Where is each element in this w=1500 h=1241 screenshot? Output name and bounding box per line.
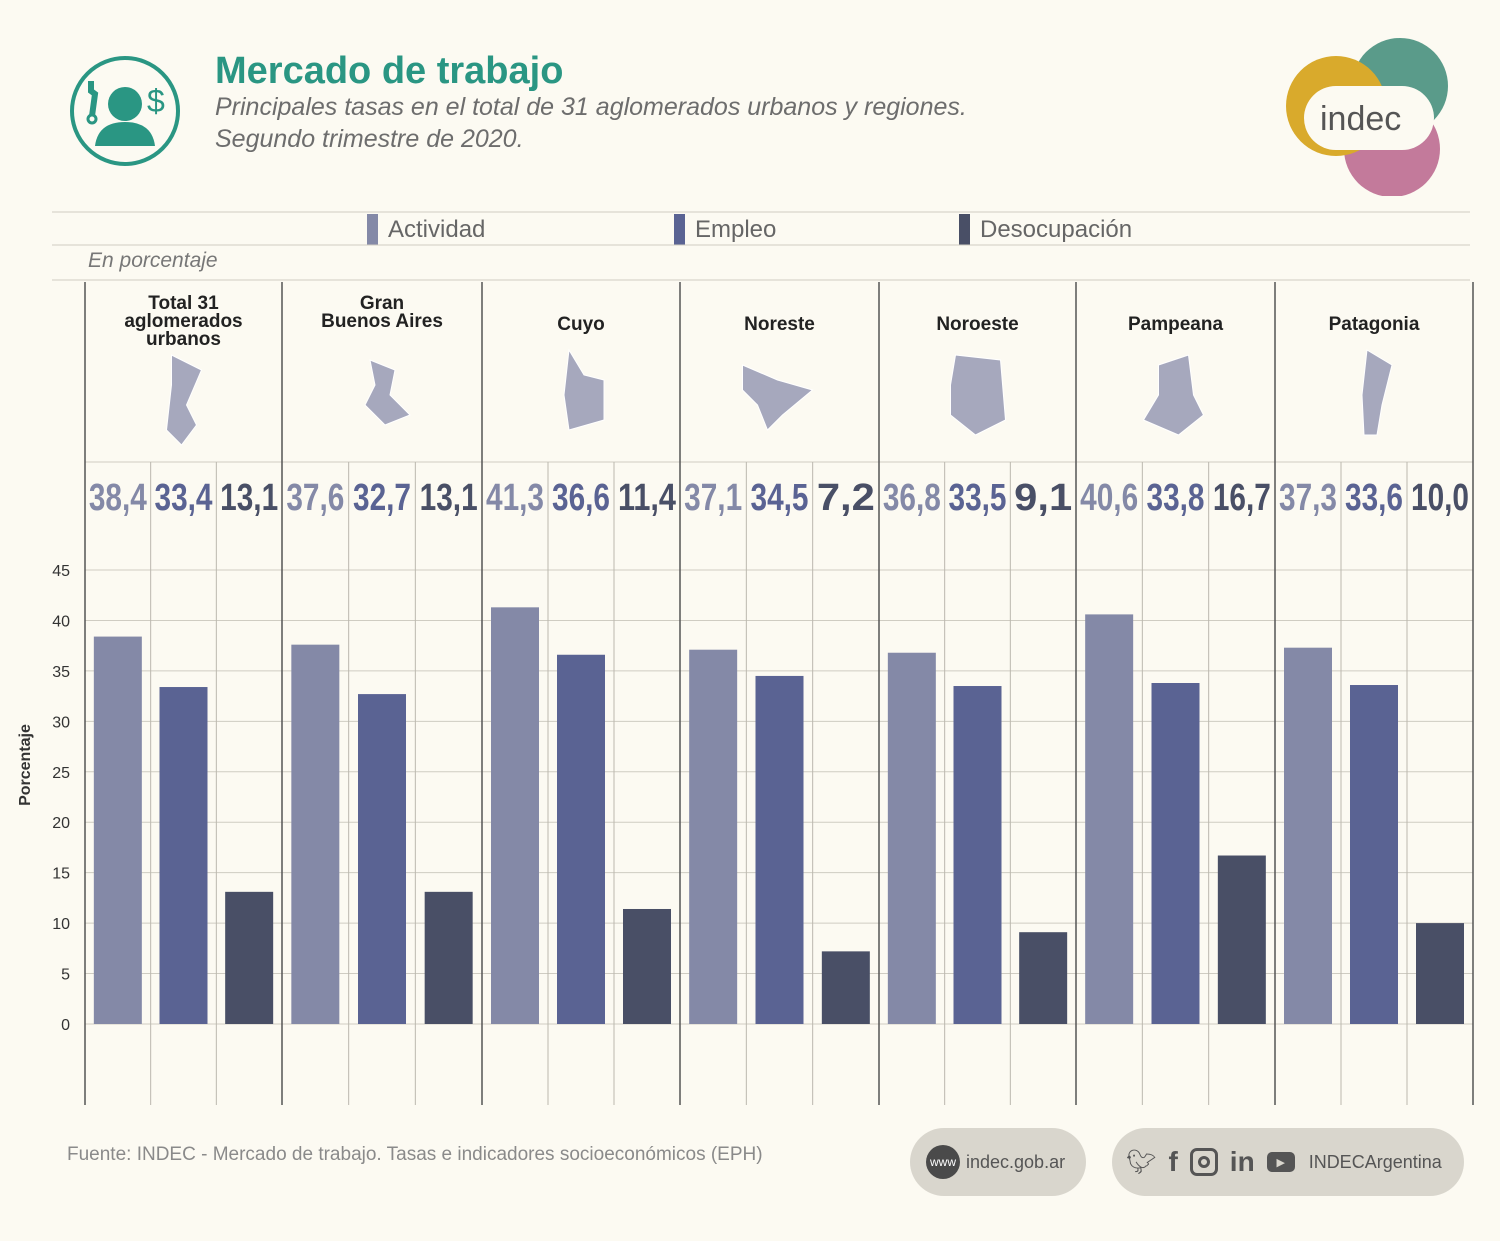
bar-empleo <box>557 654 605 1024</box>
y-tick-label: 20 <box>52 815 70 832</box>
legend-item-empleo: Empleo <box>674 214 776 245</box>
website-text: indec.gob.ar <box>966 1151 1066 1172</box>
bar-empleo <box>159 687 208 1024</box>
bar-empleo <box>755 675 804 1024</box>
bar-desocupación <box>1416 923 1464 1024</box>
category-label: Patagonia <box>1329 314 1420 335</box>
social-handle[interactable]: INDECArgentina <box>1308 1151 1442 1172</box>
source-note: Fuente: INDEC - Mercado de trabajo. Tasa… <box>67 1144 763 1165</box>
category-label: Pampeana <box>1128 314 1223 335</box>
bar-actividad <box>1085 614 1134 1024</box>
legend-label: Empleo <box>695 215 777 243</box>
data-label: 41,3 <box>486 477 544 519</box>
region-map-icon <box>742 364 814 431</box>
data-label: 9,1 <box>1014 477 1072 519</box>
y-tick-label: 0 <box>61 1017 70 1034</box>
bar-actividad <box>291 644 340 1024</box>
data-label: 10,0 <box>1411 477 1469 519</box>
y-tick-label: 35 <box>52 664 70 681</box>
indec-logo: indec <box>1286 38 1448 196</box>
twitter-icon[interactable]: 🐦︎ <box>1126 1148 1157 1176</box>
data-label: 33,8 <box>1147 477 1205 519</box>
data-label: 34,5 <box>751 477 809 519</box>
legend-label: Desocupación <box>980 215 1133 243</box>
social-links: 🐦︎ f in ▶ INDECArgentina <box>1112 1128 1464 1196</box>
data-label: 7,2 <box>817 477 875 519</box>
region-map-icon <box>364 359 411 426</box>
bar-desocupación <box>225 891 274 1024</box>
y-tick-label: 30 <box>52 714 70 731</box>
category-label: urbanos <box>146 329 221 350</box>
data-label: 16,7 <box>1213 477 1271 519</box>
legend-item-desocupacion: Desocupación <box>959 214 1132 245</box>
svg-text:indec: indec <box>1320 100 1401 138</box>
www-icon: www <box>926 1145 960 1179</box>
category-label: Noroeste <box>936 314 1018 335</box>
website-link[interactable]: www indec.gob.ar <box>910 1128 1086 1196</box>
region-map-icon <box>1142 354 1205 436</box>
region-map-icon <box>950 354 1007 436</box>
category-label: Cuyo <box>557 314 605 335</box>
bar-desocupación <box>1217 855 1266 1024</box>
page-title: Mercado de trabajo <box>215 50 564 92</box>
data-label: 11,4 <box>618 477 676 519</box>
bar-actividad <box>1284 647 1332 1024</box>
bar-desocupación <box>821 951 870 1024</box>
data-label: 37,3 <box>1279 477 1337 519</box>
y-tick-label: 45 <box>52 563 70 580</box>
data-label: 33,5 <box>949 477 1007 519</box>
y-tick-label: 25 <box>52 765 70 782</box>
category-label: Noreste <box>744 314 815 335</box>
data-label: 13,1 <box>420 477 478 519</box>
bar-actividad <box>491 607 539 1024</box>
legend-label: Actividad <box>388 215 486 243</box>
data-label: 33,6 <box>1345 477 1403 519</box>
bar-actividad <box>887 652 936 1024</box>
bar-actividad <box>689 649 738 1024</box>
legend-item-actividad: Actividad <box>367 214 485 245</box>
svg-text:$: $ <box>147 83 165 119</box>
bar-desocupación <box>1019 932 1068 1024</box>
category-label: aglomerados <box>124 311 242 332</box>
bar-empleo <box>1151 682 1200 1024</box>
y-tick-label: 5 <box>61 967 70 984</box>
region-map-icon <box>1361 349 1393 436</box>
data-label: 13,1 <box>220 477 278 519</box>
worker-wrench-dollar-icon: $ <box>70 56 180 166</box>
y-tick-label: 40 <box>52 613 70 630</box>
y-tick-label: 15 <box>52 866 70 883</box>
data-label: 33,4 <box>155 477 213 519</box>
bar-actividad <box>93 636 142 1024</box>
y-tick-label: 10 <box>52 916 70 933</box>
data-label: 32,7 <box>353 477 411 519</box>
data-label: 38,4 <box>89 477 147 519</box>
data-label: 40,6 <box>1080 477 1138 519</box>
unit-label: En porcentaje <box>88 249 218 272</box>
data-label: 37,6 <box>286 477 344 519</box>
bar-empleo <box>358 694 406 1024</box>
category-label: Buenos Aires <box>321 311 443 332</box>
youtube-icon[interactable]: ▶ <box>1266 1152 1295 1172</box>
data-label: 36,8 <box>883 477 941 519</box>
region-map-icon <box>165 354 203 446</box>
linkedin-icon[interactable]: in <box>1229 1146 1255 1177</box>
data-label: 36,6 <box>552 477 610 519</box>
region-map-icon <box>563 348 605 431</box>
facebook-icon[interactable]: f <box>1168 1146 1178 1177</box>
y-axis-label: Porcentaje <box>17 724 34 806</box>
bar-desocupación <box>623 908 671 1024</box>
category-label: Gran <box>360 293 404 314</box>
bar-empleo <box>953 686 1002 1024</box>
data-label: 37,1 <box>684 477 742 519</box>
instagram-icon[interactable] <box>1189 1148 1218 1176</box>
subtitle-line-2: Segundo trimestre de 2020. <box>215 125 524 153</box>
subtitle-line-1: Principales tasas en el total de 31 aglo… <box>215 93 967 121</box>
category-label: Total 31 <box>148 293 219 314</box>
bar-empleo <box>1350 685 1398 1024</box>
bar-desocupación <box>424 891 473 1024</box>
